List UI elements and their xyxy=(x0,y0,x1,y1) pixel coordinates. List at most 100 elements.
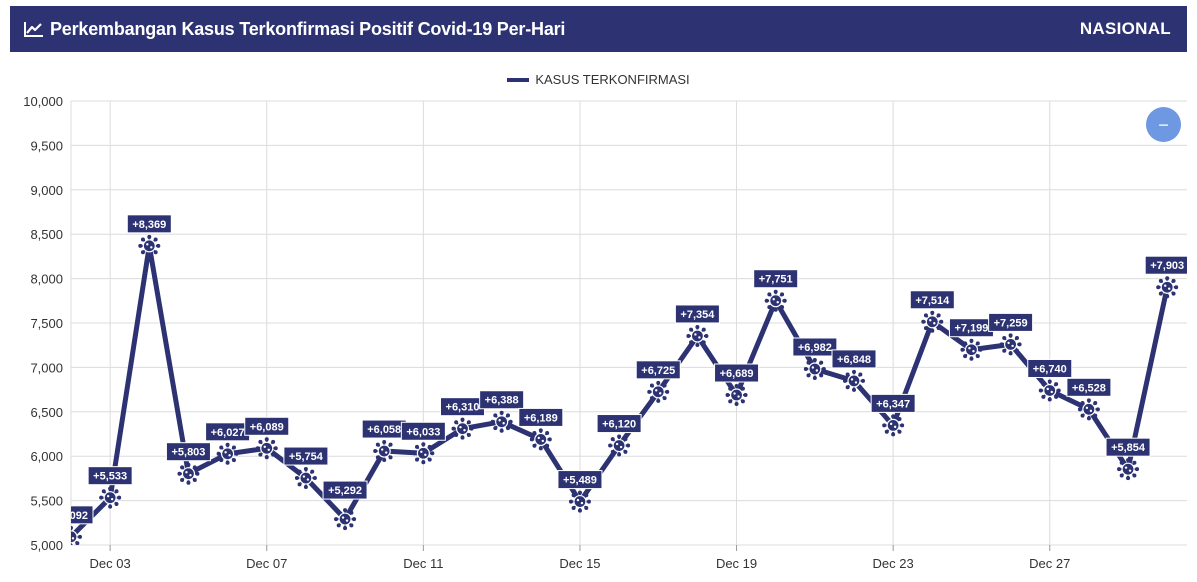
virus-marker xyxy=(334,508,357,531)
virus-marker xyxy=(529,428,552,451)
legend-label: KASUS TERKONFIRMASI xyxy=(535,72,690,87)
data-label: +5,092 xyxy=(54,505,94,525)
virus-marker xyxy=(608,434,631,457)
data-label: +7,199 xyxy=(948,318,994,338)
virus-marker xyxy=(1156,276,1179,299)
chart-legend[interactable]: KASUS TERKONFIRMASI xyxy=(0,72,1197,87)
data-label-text: +6,689 xyxy=(720,368,754,380)
data-label: +6,347 xyxy=(870,393,916,413)
header-left: Perkembangan Kasus Terkonfirmasi Positif… xyxy=(24,19,565,40)
series-line xyxy=(71,243,1170,540)
data-label: +6,058 xyxy=(361,419,407,439)
data-label-text: +5,489 xyxy=(563,475,597,487)
virus-marker xyxy=(177,462,200,485)
trend-line-icon xyxy=(24,21,44,37)
data-label: +6,033 xyxy=(400,421,446,441)
virus-marker xyxy=(647,380,670,403)
data-label: +7,751 xyxy=(753,269,799,289)
zoom-out-button[interactable]: − xyxy=(1146,107,1181,142)
y-tick-label: 5,500 xyxy=(30,494,63,509)
virus-marker xyxy=(921,310,944,333)
data-label-text: +6,725 xyxy=(641,365,675,377)
virus-marker xyxy=(725,384,748,407)
y-tick-label: 8,000 xyxy=(30,272,63,287)
virus-marker xyxy=(568,490,591,513)
data-label: +5,854 xyxy=(1105,437,1151,457)
data-label-text: +6,310 xyxy=(446,402,480,414)
data-label-text: +6,388 xyxy=(485,395,519,407)
data-label: +6,528 xyxy=(1066,377,1112,397)
data-label-text: +6,848 xyxy=(837,354,871,366)
virus-marker xyxy=(138,234,161,257)
virus-marker xyxy=(882,414,905,437)
data-label-text: +5,292 xyxy=(328,485,362,497)
data-label-text: +6,058 xyxy=(367,424,401,436)
data-label-text: +6,027 xyxy=(211,427,245,439)
x-tick-label: Dec 03 xyxy=(90,556,131,571)
data-label-text: +7,259 xyxy=(994,317,1028,329)
y-tick-label: 10,000 xyxy=(23,94,63,109)
data-label-text: +7,514 xyxy=(915,295,950,307)
virus-marker xyxy=(1077,398,1100,421)
y-tick-label: 7,000 xyxy=(30,360,63,375)
data-label-text: +8,369 xyxy=(132,219,166,231)
data-label: +5,803 xyxy=(165,442,211,462)
data-label: +6,189 xyxy=(518,407,564,427)
virus-marker xyxy=(803,357,826,380)
data-label-text: +5,533 xyxy=(93,471,127,483)
data-label: +7,514 xyxy=(909,290,955,310)
y-tick-label: 9,500 xyxy=(30,138,63,153)
virus-marker xyxy=(451,417,474,440)
virus-marker xyxy=(255,437,278,460)
virus-marker xyxy=(71,525,82,545)
data-label-text: +6,089 xyxy=(250,421,284,433)
data-label: +5,533 xyxy=(87,466,133,486)
data-label-text: +7,903 xyxy=(1150,260,1184,272)
chart-header: Perkembangan Kasus Terkonfirmasi Positif… xyxy=(10,6,1187,52)
data-label-text: +6,982 xyxy=(798,342,832,354)
data-label-text: +6,189 xyxy=(524,412,558,424)
data-label-text: +5,854 xyxy=(1111,442,1146,454)
x-tick-label: Dec 15 xyxy=(559,556,600,571)
series-group: +5,092 +5,533 +8,369 +5,803 +6,027 +6,089 +5,7… xyxy=(54,214,1187,545)
data-label-text: +7,199 xyxy=(954,323,988,335)
y-tick-label: 9,000 xyxy=(30,183,63,198)
y-tick-label: 5,000 xyxy=(30,538,63,553)
data-label: +8,369 xyxy=(126,214,172,234)
data-label-text: +5,803 xyxy=(171,447,205,459)
data-label-text: +6,347 xyxy=(876,398,910,410)
data-label-text: +7,751 xyxy=(759,274,793,286)
data-label-text: +6,033 xyxy=(406,426,440,438)
x-tick-label: Dec 07 xyxy=(246,556,287,571)
data-label: +6,120 xyxy=(596,414,642,434)
virus-marker xyxy=(764,289,787,312)
legend-swatch xyxy=(507,77,530,82)
virus-marker xyxy=(1117,458,1140,481)
data-label: +7,259 xyxy=(988,312,1034,332)
x-tick-label: Dec 23 xyxy=(873,556,914,571)
data-label: +6,982 xyxy=(792,337,838,357)
data-label: +6,310 xyxy=(440,397,485,417)
y-tick-label: 8,500 xyxy=(30,227,63,242)
virus-marker xyxy=(216,442,239,465)
zoom-out-icon: − xyxy=(1158,114,1169,135)
data-label: +5,489 xyxy=(557,470,603,490)
data-label: +6,388 xyxy=(479,390,525,410)
virus-marker xyxy=(490,410,513,433)
data-label-text: +6,740 xyxy=(1033,363,1067,375)
data-label: +6,027 xyxy=(205,422,251,442)
data-label: +6,689 xyxy=(714,363,760,383)
x-tick-label: Dec 19 xyxy=(716,556,757,571)
y-tick-label: 6,000 xyxy=(30,449,63,464)
data-label: +5,292 xyxy=(322,480,368,500)
data-label-text: +7,354 xyxy=(680,309,715,321)
chart-title: Perkembangan Kasus Terkonfirmasi Positif… xyxy=(50,18,566,39)
data-label-text: +6,120 xyxy=(602,419,636,431)
data-label-text: +5,092 xyxy=(54,510,88,522)
virus-marker xyxy=(843,369,865,392)
virus-marker xyxy=(294,467,317,490)
virus-marker xyxy=(686,324,709,347)
data-label-text: +5,754 xyxy=(289,451,324,463)
data-label-text: +6,528 xyxy=(1072,382,1106,394)
